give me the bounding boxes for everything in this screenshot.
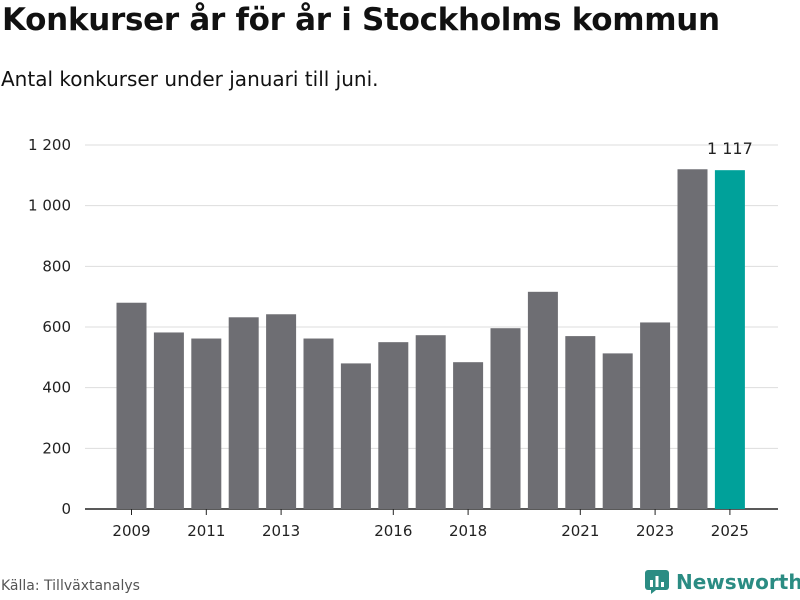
y-tick-label: 1 200 [28, 136, 71, 154]
x-tick-label: 2021 [561, 522, 599, 540]
y-axis-labels: 0 200 400 600 800 1 000 1 200 [28, 136, 71, 518]
brand-logo: Newsworthy [645, 570, 800, 594]
bar-2024 [677, 169, 708, 509]
y-tick-label: 600 [42, 318, 71, 336]
bar-2013 [266, 314, 297, 509]
bar-2011 [191, 338, 222, 509]
chart-subtitle: Antal konkurser under januari till juni. [1, 67, 379, 91]
x-tick-label: 2013 [262, 522, 300, 540]
x-tick-label: 2018 [449, 522, 487, 540]
bar-2020 [527, 291, 558, 509]
bar-2025 [714, 170, 745, 509]
y-tick-label: 400 [42, 379, 71, 397]
bar-2015 [340, 363, 371, 509]
data-label: 1 117 [707, 139, 753, 158]
bar-2017 [415, 335, 446, 509]
x-tick-label: 2016 [374, 522, 412, 540]
y-tick-label: 1 000 [28, 197, 71, 215]
bar-2019 [490, 328, 521, 509]
bar-2009 [116, 302, 147, 509]
brand-name: Newsworthy [676, 570, 800, 594]
bar-2012 [228, 317, 259, 509]
data-labels: 1 117 [707, 139, 753, 158]
bar-2014 [303, 338, 334, 509]
source-note: Källa: Tillväxtanalys [1, 578, 140, 594]
y-tick-label: 0 [61, 500, 71, 518]
newsworthy-logo-icon [645, 570, 669, 594]
bar-2010 [153, 332, 184, 509]
x-axis-labels: 2009 2011 2013 2016 2018 2021 2023 2025 [112, 509, 749, 540]
bars [116, 169, 745, 509]
bar-2021 [565, 336, 596, 509]
bar-2018 [453, 362, 484, 509]
x-tick-label: 2025 [711, 522, 749, 540]
x-tick-label: 2009 [112, 522, 150, 540]
y-tick-label: 800 [42, 257, 71, 275]
x-tick-label: 2011 [187, 522, 225, 540]
chart-title: Konkurser år för år i Stockholms kommun [2, 2, 720, 38]
bar-2022 [602, 353, 633, 509]
x-tick-label: 2023 [636, 522, 674, 540]
bar-chart: 0 200 400 600 800 1 000 1 200 2009 2011 2013 2016… [28, 136, 778, 540]
bar-2016 [378, 342, 409, 509]
y-tick-label: 200 [42, 439, 71, 457]
bar-2023 [640, 322, 671, 509]
